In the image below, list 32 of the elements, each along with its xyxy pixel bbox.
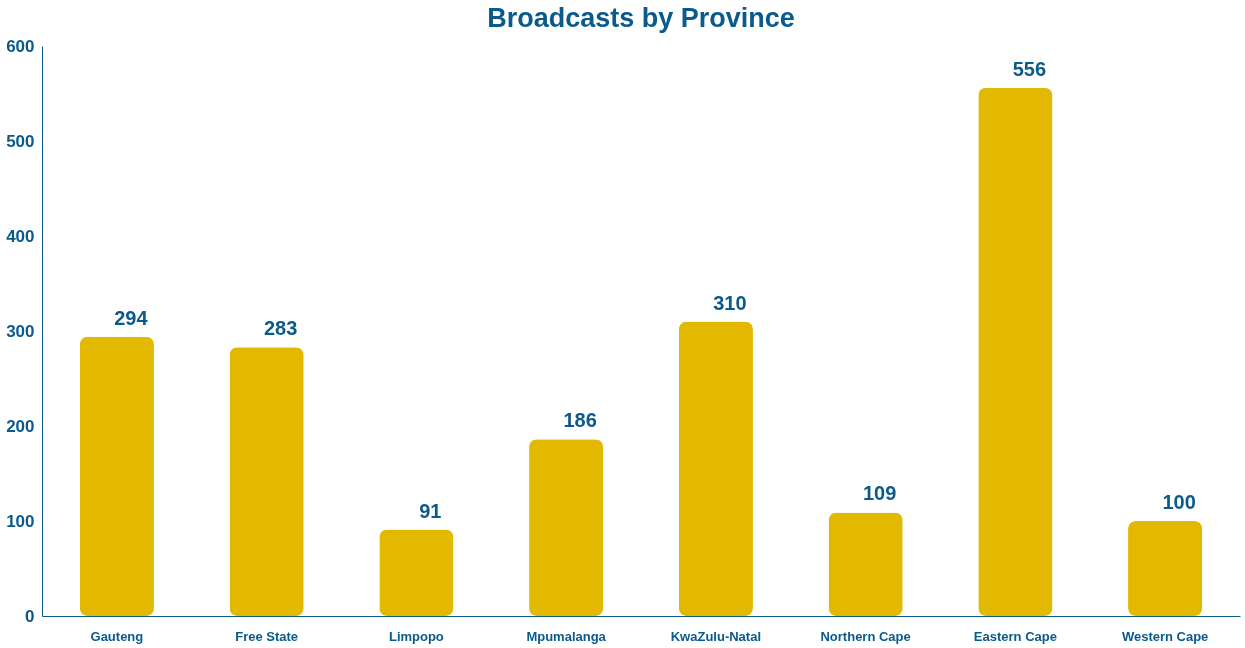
x-tick-label: Limpopo <box>388 628 444 644</box>
bar <box>678 321 753 616</box>
bar <box>978 87 1053 616</box>
data-label: 109 <box>862 482 897 505</box>
bar <box>229 347 304 616</box>
y-tick-label: 100 <box>6 511 35 531</box>
data-label: 556 <box>1012 57 1047 80</box>
y-tick-label: 0 <box>25 606 35 626</box>
data-label: 310 <box>713 291 747 314</box>
data-label: 283 <box>263 317 298 340</box>
data-label: 91 <box>419 499 442 522</box>
y-tick-label: 600 <box>6 36 35 56</box>
y-tick-label: 400 <box>6 226 35 246</box>
data-label: 294 <box>114 306 149 329</box>
x-tick-label: Free State <box>235 628 299 644</box>
y-tick-label: 500 <box>6 131 35 151</box>
bar <box>79 336 154 616</box>
data-label: 100 <box>1162 491 1196 513</box>
chart-title: Broadcasts by Province <box>487 3 795 33</box>
x-tick-label: Mpumalanga <box>526 628 607 644</box>
bar <box>379 529 454 616</box>
x-tick-label: Northern Cape <box>820 628 911 644</box>
data-label: 186 <box>563 409 597 432</box>
y-tick-label: 200 <box>6 416 35 436</box>
x-tick-label: Eastern Cape <box>973 628 1057 644</box>
bar <box>828 512 903 616</box>
x-tick-label: KwaZulu-Natal <box>670 628 762 644</box>
x-tick-label: Western Cape <box>1121 628 1209 644</box>
bar <box>1128 521 1203 616</box>
x-tick-label: Gauteng <box>90 628 144 644</box>
bar <box>529 439 604 616</box>
y-tick-label: 300 <box>6 321 35 341</box>
